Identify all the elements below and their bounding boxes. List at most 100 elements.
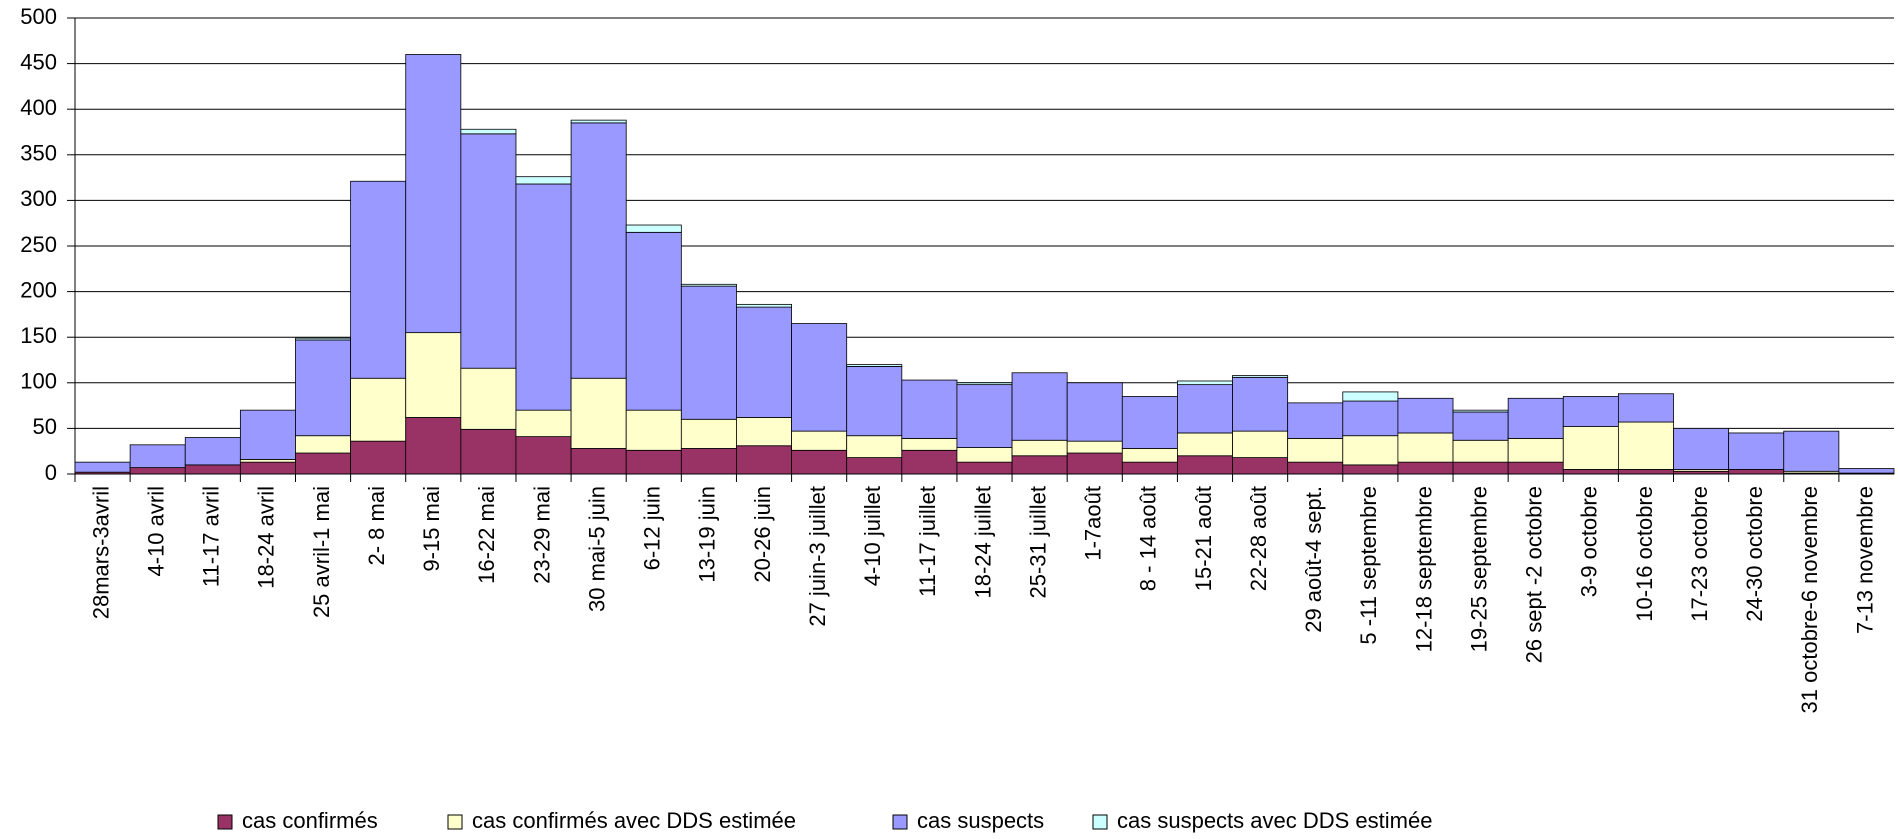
- bar-segment: [570, 119, 627, 124]
- bar-segment: [515, 176, 572, 185]
- x-tick-label: 20-26 juin: [750, 486, 775, 583]
- bar-segment: [680, 418, 737, 449]
- bar-segment: [460, 367, 517, 430]
- x-tick-label: 11-17 avril: [199, 486, 224, 587]
- bar-segment: [1232, 376, 1289, 432]
- bar-segment: [625, 224, 682, 233]
- legend-swatch: [447, 814, 463, 830]
- x-tick-label: 5 -11 septembre: [1356, 486, 1381, 645]
- x-tick-label: 6-12 juin: [640, 486, 665, 570]
- bar-segment: [295, 337, 352, 341]
- x-tick-label: 28mars-3avril: [88, 486, 113, 619]
- bar-segment: [129, 467, 186, 475]
- bar-segment: [1232, 430, 1289, 458]
- x-tick-label: 3-9 octobre: [1577, 486, 1602, 597]
- bar-segment: [460, 428, 517, 475]
- x-tick-label: 18-24 avril: [254, 486, 279, 589]
- bar-segment: [74, 461, 131, 473]
- x-tick-label: 11-17 juillet: [915, 486, 940, 597]
- bar-segment: [1342, 400, 1399, 437]
- y-tick-label: 400: [20, 95, 57, 120]
- x-tick-label: 2- 8 mai: [364, 486, 389, 565]
- bar-segment: [846, 364, 903, 367]
- bar-segment: [791, 449, 848, 475]
- bar-segment: [460, 133, 517, 369]
- bar-segment: [1452, 439, 1509, 463]
- bar-segment: [350, 440, 407, 475]
- bar-segment: [295, 435, 352, 454]
- legend-label: cas confirmés avec DDS estimée: [472, 808, 796, 833]
- bar-segment: [1452, 411, 1509, 441]
- bar-segment: [956, 447, 1013, 463]
- y-tick-label: 250: [20, 232, 57, 257]
- x-tick-label: 8 - 14 août: [1136, 486, 1161, 591]
- x-tick-label: 29 août-4 sept.: [1301, 486, 1326, 633]
- legend-swatch: [892, 814, 908, 830]
- y-tick-label: 150: [20, 323, 57, 348]
- bar-segment: [1507, 397, 1564, 439]
- y-tick-label: 200: [20, 277, 57, 302]
- bar-segment: [1342, 435, 1399, 466]
- bar-segment: [625, 231, 682, 411]
- bar-segment: [1287, 438, 1344, 463]
- x-tick-label: 24-30 octobre: [1742, 486, 1767, 622]
- bar-segment: [405, 54, 462, 334]
- bar-segment: [1232, 457, 1289, 475]
- bar-segment: [295, 452, 352, 475]
- bar-segment: [1397, 432, 1454, 463]
- bar-segment: [570, 122, 627, 379]
- bar-segment: [680, 283, 737, 287]
- bar-segment: [515, 183, 572, 411]
- bar-segment: [1121, 448, 1178, 463]
- x-tick-label: 23-29 mai: [529, 486, 554, 584]
- x-tick-label: 25-31 juillet: [1025, 486, 1050, 599]
- legend-label: cas confirmés: [242, 808, 378, 833]
- bar-segment: [1232, 375, 1289, 378]
- bar-segment: [1397, 397, 1454, 434]
- bar-segment: [791, 430, 848, 451]
- bar-segment: [1177, 384, 1233, 434]
- bar-segment: [736, 417, 792, 447]
- bar-segment: [625, 449, 682, 475]
- bar-segment: [1507, 438, 1564, 463]
- y-tick-label: 500: [20, 4, 57, 29]
- bar-segment: [1617, 469, 1674, 475]
- legend-label: cas suspects avec DDS estimée: [1117, 808, 1432, 833]
- bar-segment: [901, 379, 958, 439]
- bar-segment: [1617, 421, 1674, 470]
- bar-segment: [736, 303, 792, 308]
- bar-segment: [350, 180, 407, 379]
- bar-segment: [184, 437, 241, 466]
- bar-segment: [1452, 461, 1509, 475]
- bar-segment: [184, 464, 241, 475]
- bar-segment: [901, 438, 958, 451]
- x-tick-label: 10-16 octobre: [1632, 486, 1657, 622]
- bar-segment: [791, 323, 848, 432]
- bar-segment: [1011, 372, 1068, 441]
- bar-segment: [239, 409, 296, 460]
- bar-segment: [736, 306, 792, 418]
- y-tick-label: 50: [33, 414, 57, 439]
- bar-segment: [570, 448, 627, 475]
- y-tick-label: 0: [45, 460, 57, 485]
- bar-segment: [1562, 469, 1619, 475]
- bar-segment: [901, 449, 958, 475]
- bar-segment: [570, 377, 627, 449]
- bar-segment: [1617, 393, 1674, 423]
- legend-swatch: [1092, 814, 1108, 830]
- bar-segment: [1121, 396, 1178, 449]
- bar-segment: [1066, 382, 1123, 442]
- bar-segment: [680, 285, 737, 420]
- bar-segment: [1342, 464, 1399, 475]
- x-tick-label: 19-25 septembre: [1466, 486, 1491, 652]
- x-tick-label: 13-19 juin: [695, 486, 720, 583]
- bar-segment: [1783, 430, 1840, 472]
- x-tick-label: 17-23 octobre: [1687, 486, 1712, 622]
- bar-segment: [680, 448, 737, 475]
- bar-segment: [405, 417, 462, 475]
- bar-segment: [1397, 461, 1454, 475]
- x-tick-label: 4-10 juillet: [860, 486, 885, 586]
- bar-segment: [956, 461, 1013, 475]
- bar-segment: [1562, 426, 1619, 470]
